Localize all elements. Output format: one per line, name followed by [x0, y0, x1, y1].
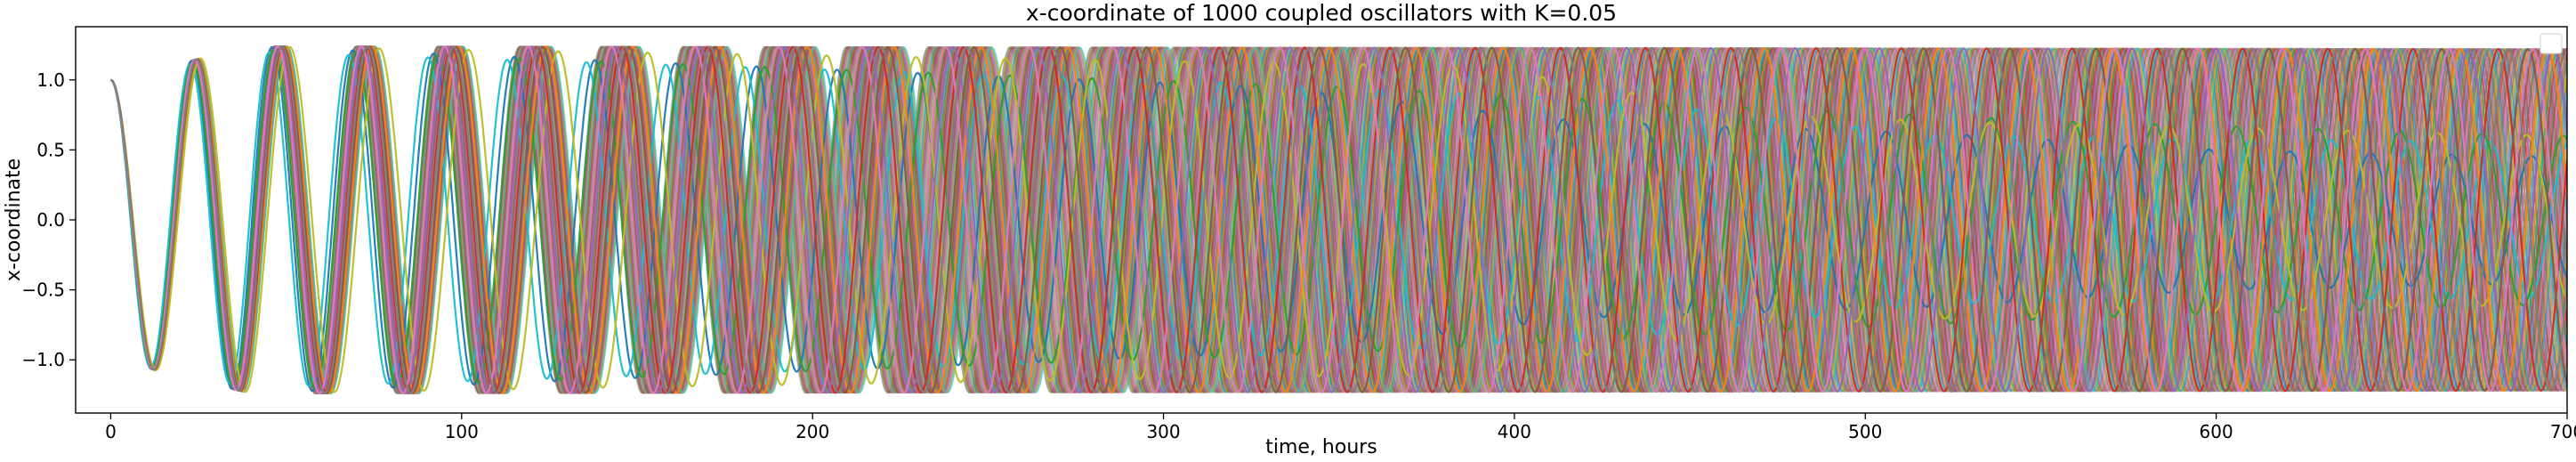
oscillator-line-highlight — [109, 45, 2567, 395]
y-tick-label: 0.0 — [36, 209, 65, 231]
y-tick-label: 1.0 — [36, 69, 65, 91]
legend-box — [2540, 33, 2563, 54]
x-tick-label: 700 — [2550, 421, 2576, 442]
y-tick-label: −1.0 — [21, 349, 65, 370]
x-tick-label: 200 — [795, 421, 829, 442]
oscillator-line-highlight — [110, 45, 2567, 393]
chart-title: x-coordinate of 1000 coupled oscillators… — [1026, 0, 1617, 26]
x-axis-label: time, hours — [1265, 436, 1377, 458]
x-tick-label: 400 — [1498, 421, 1531, 442]
x-tick-label: 300 — [1146, 421, 1180, 442]
oscillator-line-highlight — [109, 45, 2567, 395]
y-axis-label: x-coordinate — [3, 158, 25, 281]
x-tick-label: 600 — [2200, 421, 2233, 442]
x-tick-label: 0 — [105, 421, 117, 442]
oscillator-line-highlight — [109, 45, 2567, 395]
series-lines — [109, 45, 2567, 395]
x-axis: 0 100 200 300 400 500 600 700 — [105, 413, 2576, 442]
y-tick-label: −0.5 — [21, 280, 65, 301]
oscillator-line-highlight — [109, 45, 2567, 395]
x-tick-label: 500 — [1848, 421, 1882, 442]
oscillator-line — [110, 45, 2567, 394]
y-tick-label: 0.5 — [36, 139, 65, 160]
y-axis: −1.0 −0.5 0.0 0.5 1.0 — [21, 69, 76, 370]
x-tick-label: 100 — [445, 421, 479, 442]
oscillator-line-highlight — [109, 45, 2567, 395]
oscillator-line-highlight — [109, 51, 2567, 387]
